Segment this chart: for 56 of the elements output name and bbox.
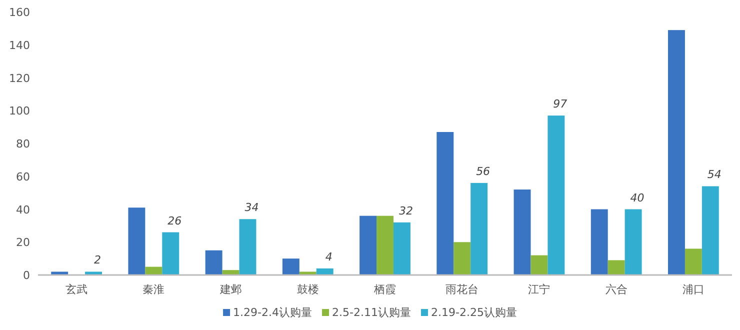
y-tick-label: 0 xyxy=(23,269,30,282)
bar xyxy=(282,258,300,275)
x-tick-label: 江宁 xyxy=(528,283,550,296)
y-tick-label: 100 xyxy=(9,104,30,118)
bar xyxy=(145,266,162,275)
x-tick-label: 六合 xyxy=(605,283,628,296)
legend-label: 2.19-2.25认购量 xyxy=(430,306,517,319)
bar xyxy=(514,190,531,275)
bar xyxy=(85,272,102,275)
data-label: 32 xyxy=(398,204,413,218)
bar xyxy=(668,30,685,275)
bar xyxy=(393,222,410,275)
bar xyxy=(702,186,719,275)
bar xyxy=(205,250,222,275)
bar xyxy=(436,132,454,275)
x-tick-label: 鼓楼 xyxy=(296,283,319,296)
data-label: 34 xyxy=(244,201,259,214)
data-label: 26 xyxy=(168,214,182,228)
bar xyxy=(548,116,565,275)
x-tick-label: 雨花台 xyxy=(446,283,479,296)
x-tick-label: 栖霞 xyxy=(373,283,396,296)
bar xyxy=(128,208,146,275)
bar xyxy=(316,268,334,275)
data-label: 54 xyxy=(707,168,722,182)
bar xyxy=(530,255,548,275)
x-tick-label: 浦口 xyxy=(682,283,704,296)
y-tick-label: 160 xyxy=(9,6,30,19)
data-label: 40 xyxy=(630,191,644,204)
legend-label: 1.29-2.4认购量 xyxy=(233,306,312,319)
bar xyxy=(239,219,256,275)
bar xyxy=(376,216,394,275)
bar xyxy=(590,209,608,275)
data-label: 97 xyxy=(553,98,568,111)
y-tick-label: 60 xyxy=(16,170,30,184)
x-tick-label: 玄武 xyxy=(66,283,88,296)
x-tick-label: 建邺 xyxy=(218,283,242,296)
bar xyxy=(51,272,68,275)
bar xyxy=(360,216,377,275)
bar xyxy=(470,182,488,275)
y-tick-label: 80 xyxy=(16,138,30,150)
bar xyxy=(608,260,625,275)
bar xyxy=(684,248,702,275)
x-tick-label: 秦淮 xyxy=(142,283,165,296)
data-label: 4 xyxy=(325,250,332,264)
y-tick-label: 20 xyxy=(16,236,30,250)
bar xyxy=(624,209,642,275)
y-tick-label: 120 xyxy=(9,72,30,85)
bar xyxy=(162,232,180,275)
y-tick-label: 40 xyxy=(16,203,30,216)
bar xyxy=(299,272,316,275)
bar xyxy=(222,270,240,275)
legend-label: 2.5-2.11认购量 xyxy=(332,306,411,319)
data-label: 2 xyxy=(94,254,102,267)
y-tick-label: 140 xyxy=(9,38,30,52)
data-label: 56 xyxy=(476,164,490,178)
bar xyxy=(454,242,471,275)
